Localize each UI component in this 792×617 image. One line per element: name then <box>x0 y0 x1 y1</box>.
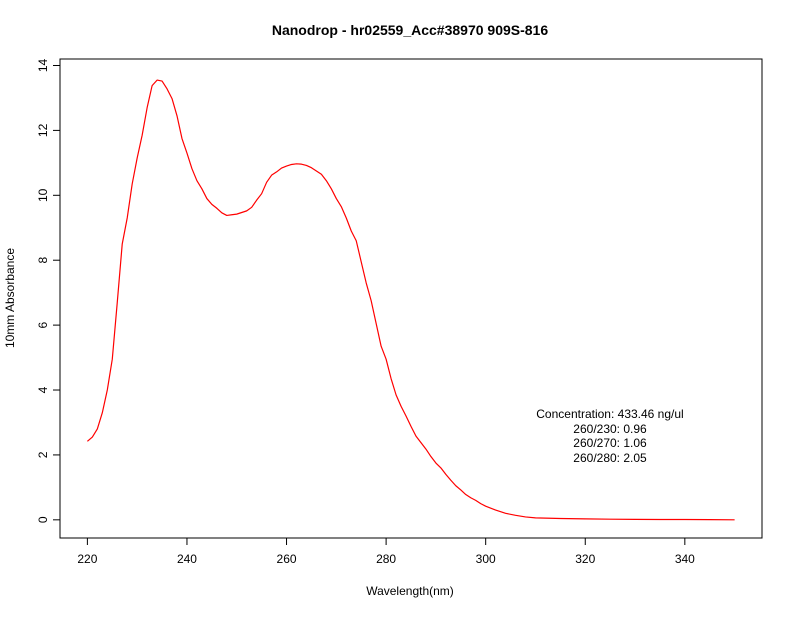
ratio-260-230-annotation: 260/230: 0.96 <box>573 422 647 436</box>
y-tick-label: 14 <box>36 58 50 72</box>
y-tick-label: 12 <box>36 123 50 137</box>
y-tick-label: 10 <box>36 188 50 202</box>
y-tick-label: 6 <box>36 321 50 328</box>
x-tick-label: 340 <box>675 552 695 566</box>
y-tick-label: 4 <box>36 386 50 393</box>
y-tick-label: 0 <box>36 516 50 523</box>
y-axis-label: 10mm Absorbance <box>3 248 17 348</box>
absorbance-series-line <box>86 79 735 521</box>
x-axis: 220 240 260 280 300 320 340 <box>77 538 695 566</box>
ratio-260-280-annotation: 260/280: 2.05 <box>573 451 647 465</box>
plot-frame <box>59 58 763 539</box>
y-axis: 0 2 4 6 8 10 12 14 <box>36 58 60 523</box>
x-tick-label: 320 <box>575 552 595 566</box>
stats-annotation: Concentration: 433.46 ng/ul 260/230: 0.9… <box>536 407 683 465</box>
x-axis-label: Wavelength(nm) <box>366 584 454 598</box>
chart-title: Nanodrop - hr02559_Acc#38970 909S-816 <box>272 22 548 38</box>
x-tick-label: 280 <box>376 552 396 566</box>
x-tick-label: 260 <box>277 552 297 566</box>
x-tick-label: 300 <box>476 552 496 566</box>
y-tick-label: 2 <box>36 451 50 458</box>
y-tick-label: 8 <box>36 257 50 264</box>
ratio-260-270-annotation: 260/270: 1.06 <box>573 436 647 450</box>
x-tick-label: 220 <box>77 552 97 566</box>
x-tick-label: 240 <box>177 552 197 566</box>
concentration-annotation: Concentration: 433.46 ng/ul <box>536 407 683 421</box>
